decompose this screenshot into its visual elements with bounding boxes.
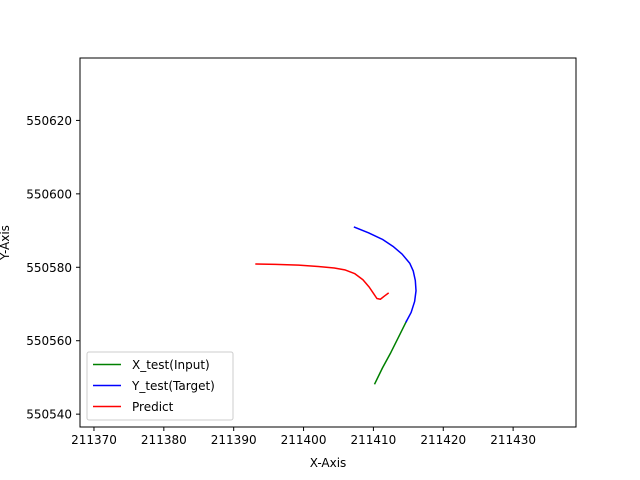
x-axis-label: X-Axis: [310, 456, 347, 470]
y-axis-label: Y-Axis: [0, 225, 12, 261]
x-tick-label: 211400: [281, 433, 327, 447]
series-layer: [255, 226, 417, 385]
axes-frame: [79, 57, 577, 428]
series-line-input: [373, 320, 408, 385]
x-axis-ticks: 211370 211380 211390 211400 211410 211420 2114…: [71, 427, 536, 447]
series-line-predict: [255, 263, 390, 300]
x-tick-label: 211370: [71, 433, 117, 447]
legend: X_test(Input) Y_test(Target) Predict: [86, 351, 234, 421]
x-tick-label: 211420: [420, 433, 466, 447]
x-tick-label: 211380: [141, 433, 187, 447]
legend-label-input: X_test(Input): [132, 358, 210, 372]
y-axis-ticks: 550540 550560 550580 550600 550620: [26, 114, 80, 422]
y-tick-label: 550620: [26, 114, 72, 128]
y-tick-label: 550600: [26, 187, 72, 201]
x-tick-label: 211410: [351, 433, 397, 447]
y-tick-label: 550560: [26, 334, 72, 348]
y-tick-label: 550580: [26, 261, 72, 275]
legend-label-target: Y_test(Target): [131, 379, 215, 393]
x-tick-label: 211430: [490, 433, 536, 447]
legend-label-predict: Predict: [132, 400, 174, 414]
series-line-target: [353, 226, 417, 323]
y-tick-label: 550540: [26, 408, 72, 422]
x-tick-label: 211390: [211, 433, 257, 447]
legend-box: [86, 351, 234, 421]
